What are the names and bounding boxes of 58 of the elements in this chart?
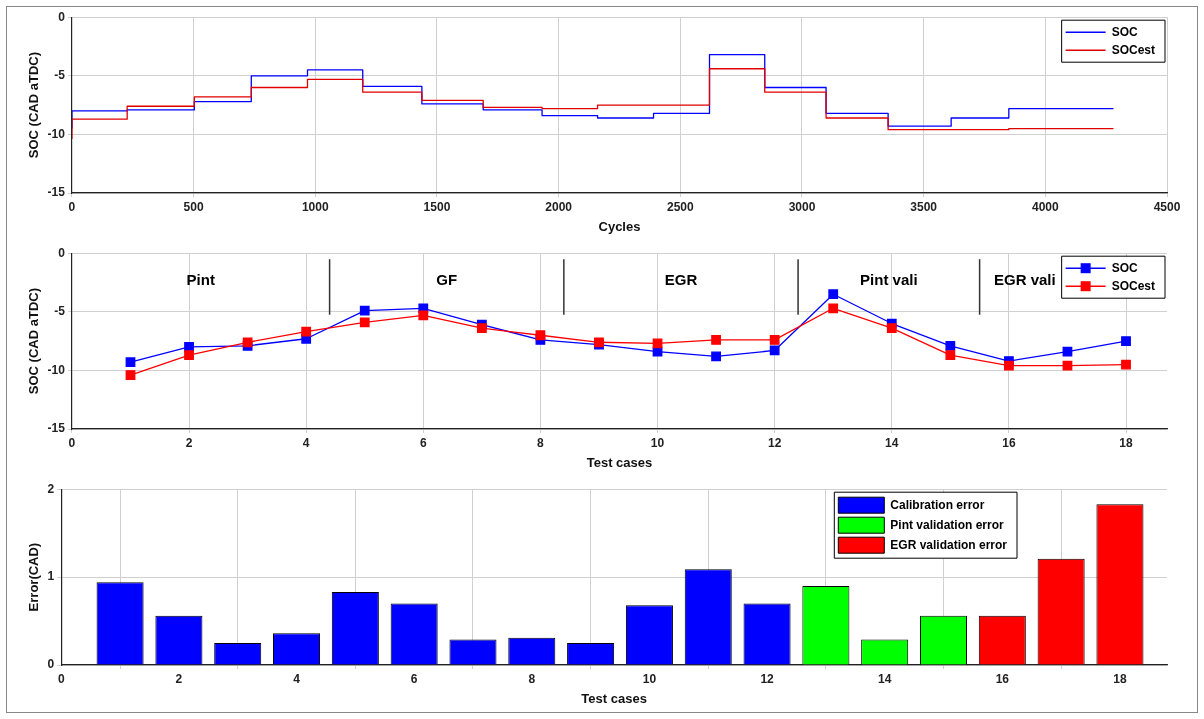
- y-tick-label: 0: [58, 9, 66, 24]
- x-tick-label: 2000: [545, 199, 573, 214]
- x-tick-label: 8: [528, 671, 536, 686]
- y-tick-label: 2: [47, 481, 55, 496]
- x-tick-label: 500: [183, 199, 204, 214]
- annotation: GF: [436, 271, 458, 289]
- x-tick-label: 6: [410, 671, 418, 686]
- y-tick-label: 0: [47, 657, 55, 672]
- x-tick-label: 18: [1113, 671, 1127, 686]
- x-tick-label: 18: [1119, 435, 1133, 450]
- x-axis-title: Cycles: [598, 218, 641, 234]
- x-tick-label: 16: [1002, 435, 1016, 450]
- y-axis-title: SOC (CAD aTDC): [26, 288, 42, 395]
- legend-label: SOCest: [1111, 42, 1156, 57]
- x-tick-label: 0: [68, 435, 76, 450]
- x-tick-label: 2: [175, 671, 183, 686]
- legend-label: SOC: [1111, 24, 1138, 39]
- x-tick-label: 4000: [1031, 199, 1059, 214]
- x-tick-label: 4: [302, 435, 310, 450]
- x-tick-label: 12: [760, 671, 775, 686]
- x-tick-label: 4500: [1153, 199, 1181, 214]
- y-tick-label: -15: [47, 185, 66, 200]
- y-axis-title: SOC (CAD aTDC): [26, 52, 42, 159]
- y-tick-label: 1: [47, 569, 55, 584]
- x-tick-label: 10: [650, 435, 665, 450]
- x-tick-label: 10: [642, 671, 657, 686]
- x-tick-label: 1000: [301, 199, 329, 214]
- y-tick-label: -10: [47, 126, 66, 141]
- y-tick-label: -5: [54, 68, 66, 83]
- x-tick-label: 12: [767, 435, 782, 450]
- x-tick-label: 2500: [666, 199, 694, 214]
- x-tick-label: 14: [885, 435, 899, 450]
- x-tick-label: 3000: [788, 199, 816, 214]
- x-tick-label: 4: [293, 671, 301, 686]
- annotation: EGR vali: [993, 271, 1056, 289]
- y-tick-label: -15: [47, 421, 66, 436]
- annotation: EGR: [664, 271, 698, 289]
- x-tick-label: 0: [68, 199, 76, 214]
- annotation: Pint vali: [860, 271, 918, 289]
- x-tick-label: 8: [537, 435, 545, 450]
- y-axis-title: Error(CAD): [26, 542, 42, 612]
- x-tick-label: 1500: [423, 199, 451, 214]
- x-tick-label: 3500: [910, 199, 938, 214]
- legend-label: SOC: [1111, 260, 1138, 275]
- x-tick-label: 14: [878, 671, 892, 686]
- legend-label: SOCest: [1111, 278, 1156, 293]
- x-tick-label: 6: [419, 435, 427, 450]
- x-tick-label: 16: [995, 671, 1010, 686]
- legend-label: Pint validation error: [890, 517, 1004, 532]
- annotation: Pint: [186, 271, 215, 289]
- x-axis-title: Test cases: [581, 690, 647, 706]
- legend-label: Calibration error: [890, 497, 985, 512]
- x-axis-title: Test cases: [586, 454, 653, 470]
- y-tick-label: 0: [58, 245, 66, 260]
- y-tick-label: -10: [47, 362, 66, 377]
- x-tick-label: 2: [185, 435, 193, 450]
- y-tick-label: -5: [54, 304, 66, 319]
- legend-label: EGR validation error: [890, 537, 1008, 552]
